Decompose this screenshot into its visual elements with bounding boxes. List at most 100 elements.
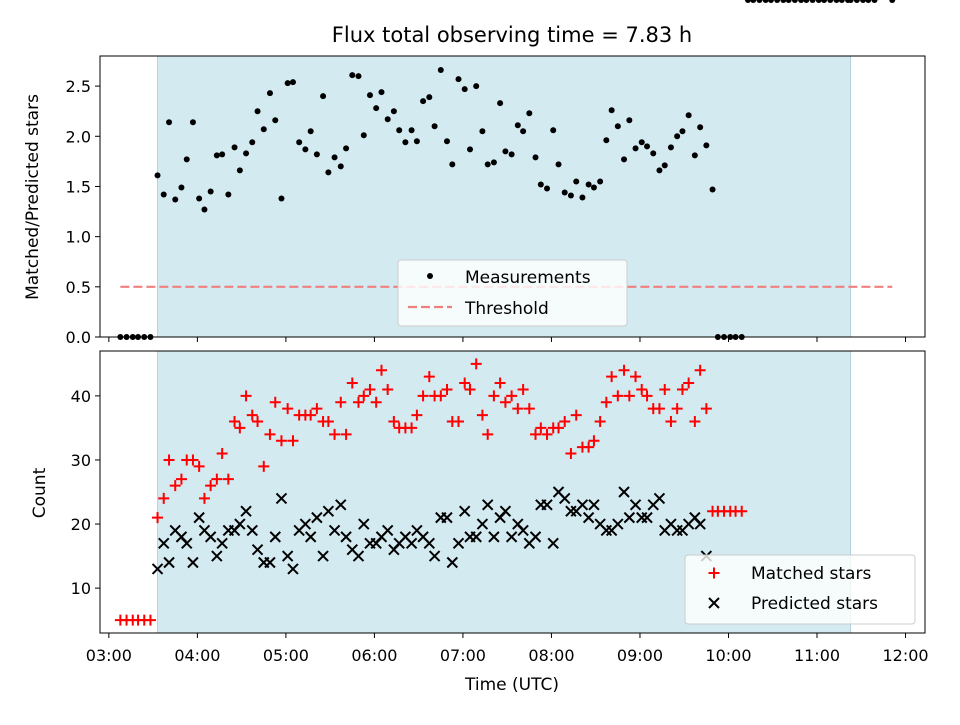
matched-star-point — [499, 396, 511, 408]
predicted-star-point — [328, 524, 341, 537]
predicted-star-point — [405, 537, 418, 549]
matched-star-point — [565, 448, 577, 460]
matched-star-point — [506, 390, 518, 402]
matched-star-point — [559, 416, 571, 427]
matched-star-point — [370, 396, 382, 408]
predicted-star-point — [311, 511, 323, 524]
measurement-point — [243, 150, 250, 157]
predicted-star-point — [618, 486, 630, 498]
predicted-star-point — [234, 518, 246, 530]
predicted-star-point — [441, 511, 453, 524]
bottom-panel-frame — [99, 350, 926, 634]
measurement-point — [608, 107, 615, 114]
measurement-point — [455, 76, 462, 83]
predicted-star-point — [547, 537, 559, 549]
measurement-point — [249, 139, 256, 146]
measurement-point — [632, 145, 639, 152]
y-tick-label: 30 — [71, 451, 91, 470]
y-tick-label: 2.0 — [66, 127, 91, 146]
predicted-star-point — [499, 505, 512, 517]
measurement-point — [154, 172, 161, 179]
x-tick-label: 11:00 — [794, 646, 840, 665]
chart-title: Flux total observing time = 7.83 h — [332, 23, 692, 47]
matched-star-point — [169, 480, 181, 492]
measurement-point — [213, 152, 220, 159]
measurement-point — [579, 194, 586, 201]
y-tick-label: 0.5 — [66, 278, 91, 297]
matched-star-point — [588, 435, 600, 447]
matched-star-point — [175, 473, 187, 485]
matched-star-point — [517, 383, 529, 395]
predicted-star-point — [299, 518, 312, 530]
matched-star-point — [512, 403, 524, 415]
measurement-point — [331, 154, 338, 161]
predicted-star-point — [428, 550, 441, 562]
measurement-point — [219, 151, 226, 158]
measurement-point — [685, 112, 692, 119]
legend-label-matched: Matched stars — [751, 564, 871, 584]
measurement-point — [178, 184, 185, 191]
measurement-point — [860, 0, 867, 3]
predicted-star-point — [322, 505, 335, 517]
measurement-point — [484, 161, 491, 168]
measurement-point — [550, 127, 557, 134]
matched-star-point — [406, 422, 418, 434]
predicted-star-point — [423, 537, 435, 549]
measurement-point — [674, 133, 681, 140]
predicted-star-point — [641, 511, 653, 524]
measurement-point — [626, 117, 633, 124]
measurement-point — [289, 79, 296, 86]
predicted-star-point — [517, 524, 529, 537]
matched-star-point — [152, 512, 164, 524]
matched-star-point — [411, 409, 423, 421]
predicted-star-point — [629, 499, 642, 511]
measurement-point — [853, 0, 860, 3]
measurement-point — [590, 184, 597, 191]
matched-star-point — [282, 403, 294, 415]
predicted-star-point — [193, 511, 205, 524]
matched-star-point — [482, 428, 494, 440]
matched-star-point — [694, 364, 706, 376]
predicted-star-point — [559, 492, 571, 505]
measurement-point — [865, 0, 872, 3]
matched-star-point — [470, 358, 482, 370]
measurement-point — [189, 119, 196, 126]
predicted-star-point — [470, 531, 482, 543]
matched-star-point — [665, 416, 677, 427]
measurement-point — [791, 0, 798, 3]
predicted-star-point — [181, 537, 193, 549]
measurement-point — [871, 0, 878, 3]
measurement-point — [544, 185, 551, 192]
predicted-star-point — [381, 524, 394, 537]
measurement-point — [320, 93, 327, 100]
matched-star-point — [193, 460, 205, 472]
predicted-star-point — [240, 505, 252, 517]
predicted-star-point — [446, 556, 459, 569]
measurement-point — [437, 67, 444, 74]
matched-star-point — [222, 473, 234, 485]
y-tick-label: 2.5 — [66, 77, 91, 96]
measurement-point — [889, 0, 896, 3]
predicted-star-point — [529, 531, 542, 543]
measurement-point — [384, 116, 391, 123]
measurement-point — [396, 127, 403, 134]
measurement-point — [201, 206, 208, 213]
x-tick-label: 05:00 — [263, 646, 309, 665]
measurement-point — [644, 143, 651, 150]
matched-star-point — [636, 383, 648, 395]
matched-star-point — [553, 422, 565, 434]
matched-star-point — [198, 492, 210, 504]
matched-star-point — [252, 416, 264, 427]
predicted-star-point — [653, 492, 666, 505]
legend-predicted-marker — [708, 597, 720, 609]
measurement-point — [621, 156, 628, 163]
x-tick-label: 04:00 — [174, 646, 220, 665]
measurement-point — [502, 148, 509, 155]
predicted-star-point — [246, 524, 258, 537]
predicted-star-point — [317, 550, 329, 562]
measurement-point — [520, 128, 527, 135]
predicted-star-point — [623, 511, 636, 524]
matched-star-point — [583, 441, 595, 453]
x-tick-label: 07:00 — [440, 646, 486, 665]
